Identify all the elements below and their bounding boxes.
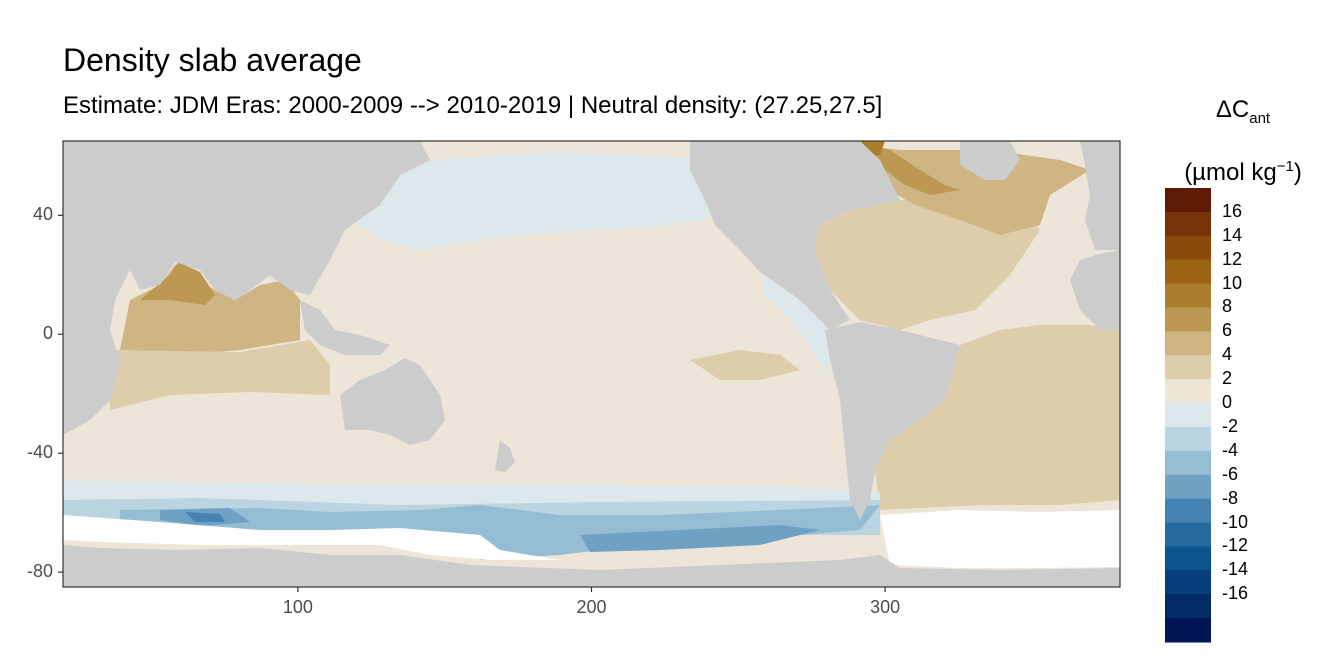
legend-label: 8 bbox=[1222, 296, 1233, 317]
y-tick-label: -80 bbox=[26, 561, 53, 582]
legend-label: -14 bbox=[1222, 559, 1249, 580]
legend-label: -4 bbox=[1222, 439, 1239, 460]
south-atlantic-band bbox=[875, 325, 1120, 510]
legend-label: -8 bbox=[1222, 487, 1239, 508]
legend-swatch bbox=[1165, 522, 1211, 547]
map-panel bbox=[63, 141, 1120, 587]
legend-title-symbol: ΔC bbox=[1215, 96, 1250, 123]
asia-land bbox=[63, 141, 430, 300]
southern-ocean-band-6 bbox=[580, 525, 820, 552]
legend-title: ΔCant (µmol kg−1) bbox=[1168, 86, 1318, 197]
legend-swatch bbox=[1165, 331, 1211, 356]
legend-label: 10 bbox=[1222, 272, 1243, 293]
legend-swatch bbox=[1165, 594, 1211, 619]
east-pacific-light-band bbox=[760, 272, 830, 375]
indonesia-land bbox=[300, 300, 390, 355]
legend-label: 16 bbox=[1222, 200, 1243, 221]
legend-swatch bbox=[1165, 546, 1211, 571]
africa-east-land bbox=[63, 240, 130, 435]
southern-ocean-band-5 bbox=[185, 512, 225, 522]
greenland-land bbox=[960, 141, 1020, 180]
legend-swatch bbox=[1165, 188, 1211, 213]
legend-label: 2 bbox=[1222, 368, 1233, 389]
y-tick-label: -40 bbox=[26, 442, 53, 463]
chart-subtitle: Estimate: JDM Eras: 2000-2009 --> 2010-2… bbox=[63, 92, 883, 119]
legend-label: 6 bbox=[1222, 320, 1233, 341]
sea-ice-atlantic bbox=[880, 510, 1120, 568]
south-pacific-east-band bbox=[690, 350, 800, 380]
x-tick-marks bbox=[297, 587, 886, 592]
arabian-sea-darker bbox=[140, 262, 215, 305]
legend-label: 0 bbox=[1222, 392, 1233, 413]
labrador-sea-darker bbox=[860, 145, 1090, 235]
legend-swatch bbox=[1165, 618, 1211, 643]
legend-swatch bbox=[1165, 570, 1211, 595]
legend-swatch bbox=[1165, 379, 1211, 404]
x-tick-label: 300 bbox=[870, 597, 901, 617]
legend-swatch bbox=[1165, 498, 1211, 524]
legend-swatch bbox=[1165, 450, 1211, 476]
chart-title: Density slab average bbox=[63, 42, 362, 78]
legend-swatch bbox=[1165, 403, 1211, 428]
legend-label: 14 bbox=[1222, 224, 1243, 245]
north-america-land bbox=[690, 141, 900, 330]
y-tick-marks bbox=[58, 214, 63, 573]
legend-label: -10 bbox=[1222, 511, 1249, 532]
y-tick-label: 0 bbox=[42, 323, 53, 344]
legend-label: -16 bbox=[1222, 583, 1249, 604]
south-america-land bbox=[825, 322, 960, 520]
legend-unit-open: (µmol kg bbox=[1184, 158, 1277, 186]
europe-land bbox=[1080, 141, 1120, 250]
legend-title-subscript: ant bbox=[1249, 109, 1271, 127]
legend-swatch bbox=[1165, 307, 1211, 332]
new-zealand-land bbox=[495, 440, 515, 472]
legend-swatch bbox=[1165, 355, 1211, 380]
labrador-sea-darkest bbox=[870, 145, 960, 195]
sea-ice-pacific bbox=[63, 515, 560, 560]
legend-unit-close: ) bbox=[1293, 158, 1302, 186]
legend-label: -6 bbox=[1222, 463, 1239, 484]
legend-swatch bbox=[1165, 474, 1211, 500]
legend-swatch bbox=[1165, 235, 1211, 261]
y-tick-label: 40 bbox=[32, 204, 53, 225]
legend-colorbar bbox=[1165, 188, 1211, 643]
x-tick-label: 200 bbox=[576, 597, 607, 617]
legend-label: -2 bbox=[1222, 415, 1239, 436]
antarctica-land bbox=[63, 545, 1120, 587]
south-indian-band bbox=[110, 340, 330, 410]
legend-unit-sup: −1 bbox=[1276, 157, 1294, 175]
legend-label: 12 bbox=[1222, 248, 1243, 269]
north-pacific-light-band bbox=[335, 152, 725, 250]
southern-ocean-band-3 bbox=[120, 505, 880, 560]
africa-land bbox=[1070, 250, 1120, 330]
legend-swatch bbox=[1165, 283, 1211, 308]
australia-land bbox=[340, 358, 445, 445]
legend-swatch bbox=[1165, 211, 1211, 237]
legend-label: 4 bbox=[1222, 344, 1233, 365]
x-tick-label: 100 bbox=[282, 597, 313, 617]
legend-label: -12 bbox=[1222, 535, 1249, 556]
legend-swatch bbox=[1165, 259, 1211, 285]
legend-swatch bbox=[1165, 426, 1211, 452]
